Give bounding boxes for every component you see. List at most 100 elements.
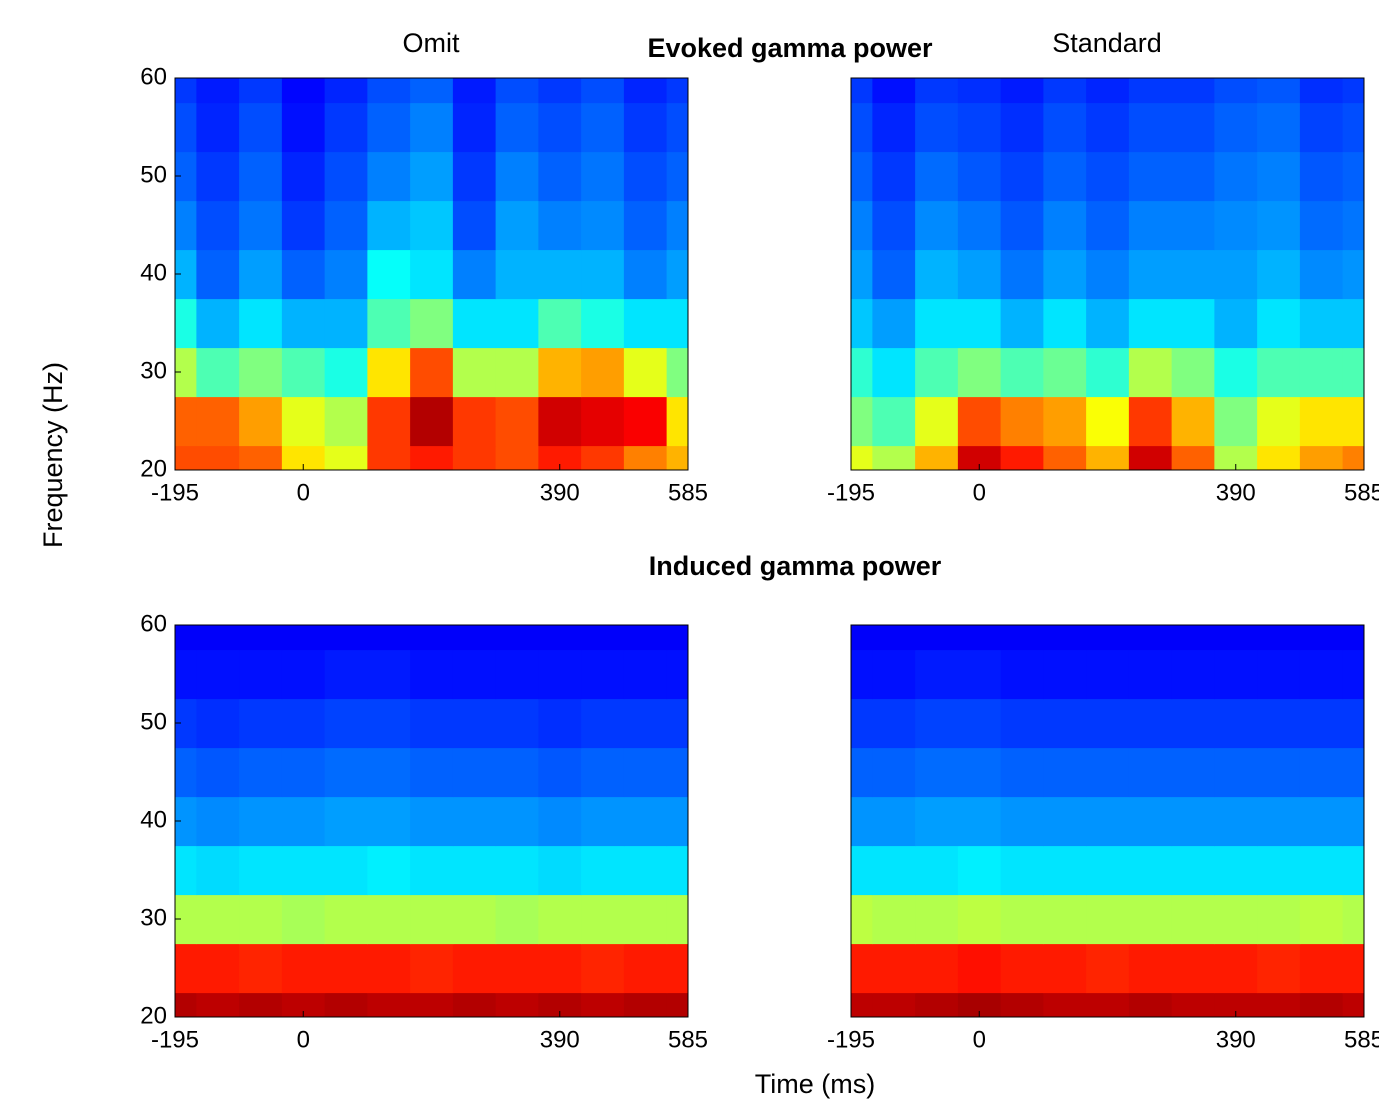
heatmap-cell — [1086, 396, 1130, 447]
heatmap-cell — [410, 649, 454, 700]
heatmap-cell — [196, 943, 240, 994]
heatmap-cell — [452, 698, 497, 749]
heatmap-cell — [175, 747, 197, 798]
heatmap-cell — [915, 649, 959, 700]
heatmap-cell — [1043, 796, 1087, 847]
heatmap-cell — [666, 396, 688, 447]
y-tick-label: 20 — [140, 455, 167, 482]
heatmap-cell — [1086, 943, 1130, 994]
heatmap-cell — [666, 698, 688, 749]
row-title: Evoked gamma power — [647, 33, 933, 63]
heatmap-cell — [175, 347, 197, 398]
heatmap-cell — [1000, 845, 1044, 896]
heatmap-cell — [1257, 298, 1301, 349]
heatmap-cell — [495, 298, 539, 349]
heatmap-cell — [1342, 625, 1364, 651]
heatmap-cell — [1342, 649, 1364, 700]
heatmap-cell — [851, 845, 873, 896]
heatmap-cell — [1086, 796, 1130, 847]
heatmap-cell — [196, 796, 240, 847]
heatmap-cell — [452, 796, 497, 847]
heatmap-cell — [1171, 845, 1215, 896]
heatmap-cell — [1128, 796, 1173, 847]
heatmap-cell — [239, 347, 283, 398]
heatmap-cell — [623, 894, 668, 945]
heatmap-cell — [957, 747, 1002, 798]
heatmap-cell — [1128, 249, 1173, 300]
heatmap-cell — [1128, 78, 1173, 104]
heatmap-cell — [196, 151, 240, 202]
heatmap-cell — [196, 649, 240, 700]
heatmap-cell — [196, 445, 240, 470]
heatmap-cell — [1257, 625, 1301, 651]
heatmap-cell — [1171, 102, 1215, 153]
heatmap-cell — [495, 151, 539, 202]
heatmap-cell — [196, 298, 240, 349]
heatmap-cell — [410, 78, 454, 104]
x-tick-label: 390 — [540, 1026, 580, 1053]
heatmap-cell — [581, 894, 625, 945]
heatmap-cell — [1000, 78, 1044, 104]
heatmap-cell — [538, 249, 582, 300]
x-axis-label: Time (ms) — [755, 1069, 875, 1099]
heatmap-cell — [1257, 943, 1301, 994]
heatmap-cell — [495, 249, 539, 300]
heatmap-cell — [1214, 698, 1258, 749]
heatmap-cell — [872, 649, 916, 700]
heatmap-cell — [1257, 649, 1301, 700]
heatmap-cell — [581, 698, 625, 749]
heatmap-cell — [1257, 102, 1301, 153]
heatmap-cell — [281, 796, 326, 847]
heatmap-cell — [666, 102, 688, 153]
x-tick-label: 0 — [297, 479, 310, 506]
heatmap-cell — [410, 992, 454, 1017]
heatmap-cell — [324, 992, 368, 1017]
heatmap-cell — [1257, 747, 1301, 798]
heatmap-cell — [915, 796, 959, 847]
heatmap-cell — [1043, 396, 1087, 447]
heatmap-cell — [851, 298, 873, 349]
heatmap-cell — [281, 78, 326, 104]
heatmap-cell — [872, 992, 916, 1017]
heatmap-cell — [623, 992, 668, 1017]
heatmap-cell — [1128, 894, 1173, 945]
heatmap-cell — [623, 298, 668, 349]
heatmap-cell — [324, 698, 368, 749]
heatmap-cell — [1299, 151, 1344, 202]
y-tick-label: 50 — [140, 708, 167, 735]
y-tick-label: 20 — [140, 1002, 167, 1029]
heatmap-cell — [1128, 298, 1173, 349]
heatmap-cell — [367, 845, 411, 896]
heatmap-cell — [495, 747, 539, 798]
heatmap-cell — [666, 151, 688, 202]
heatmap-cell — [957, 151, 1002, 202]
heatmap-cell — [1128, 698, 1173, 749]
heatmap — [851, 78, 1364, 470]
heatmap-cell — [872, 796, 916, 847]
heatmap-cell — [1000, 249, 1044, 300]
heatmap-cell — [324, 102, 368, 153]
heatmap-cell — [623, 845, 668, 896]
heatmap-cell — [239, 78, 283, 104]
heatmap-cell — [1128, 625, 1173, 651]
heatmap-cell — [324, 445, 368, 470]
heatmap-cell — [666, 347, 688, 398]
heatmap-cell — [1043, 445, 1087, 470]
heatmap-cell — [1214, 649, 1258, 700]
heatmap-cell — [1299, 649, 1344, 700]
heatmap-cell — [851, 943, 873, 994]
heatmap-cell — [623, 625, 668, 651]
heatmap-cell — [538, 894, 582, 945]
heatmap-cell — [872, 698, 916, 749]
heatmap-cell — [1128, 649, 1173, 700]
heatmap-cell — [666, 78, 688, 104]
heatmap-cell — [239, 845, 283, 896]
heatmap-cell — [410, 151, 454, 202]
heatmap-cell — [957, 625, 1002, 651]
plot-frame — [850, 77, 1365, 471]
heatmap-cell — [175, 845, 197, 896]
heatmap-cell — [196, 249, 240, 300]
heatmap-cell — [666, 625, 688, 651]
heatmap-cell — [623, 78, 668, 104]
heatmap-cell — [1342, 298, 1364, 349]
